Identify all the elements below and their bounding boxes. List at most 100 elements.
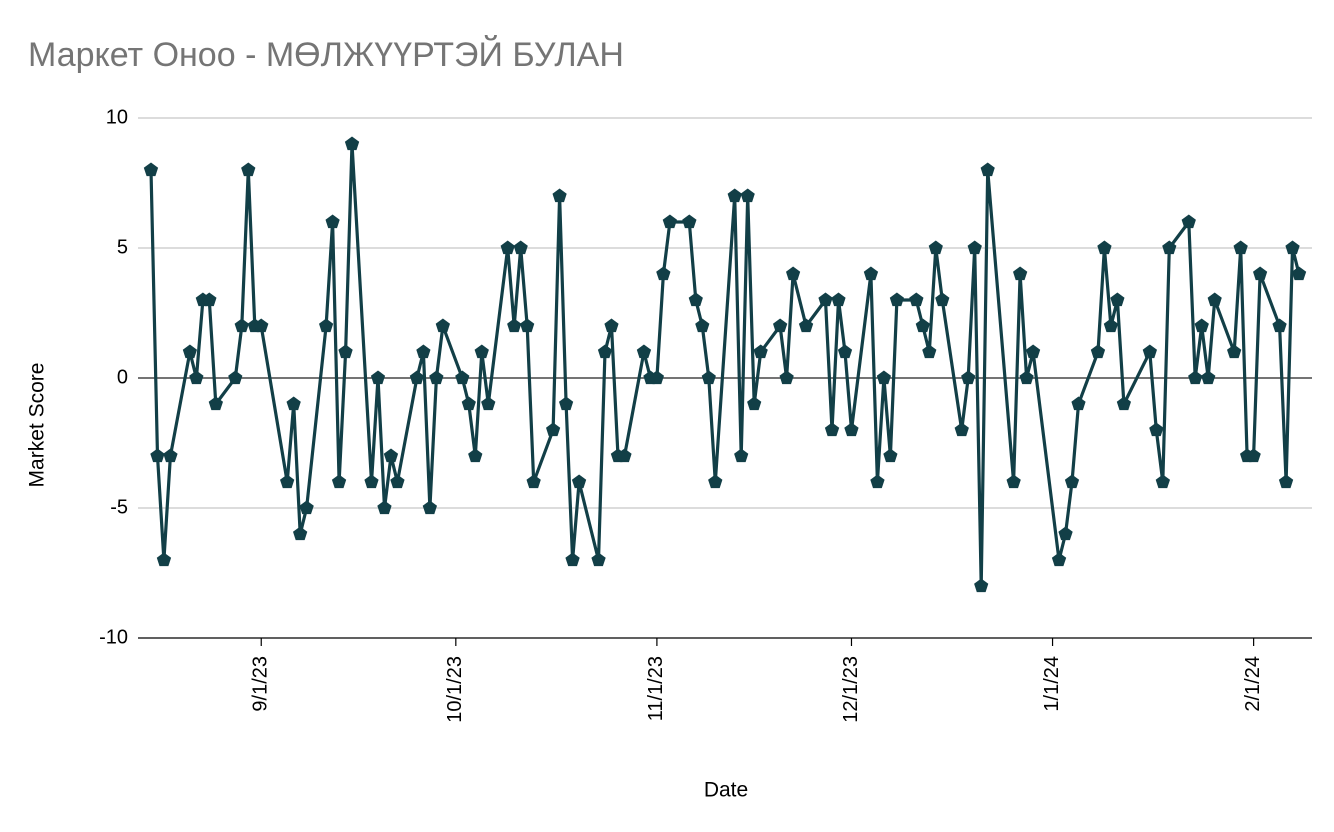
- point-marker: [468, 448, 483, 463]
- x-axis-label: Date: [704, 779, 748, 802]
- point-marker: [961, 370, 976, 385]
- point-marker: [435, 318, 450, 333]
- point-marker: [202, 292, 217, 307]
- point-marker: [331, 474, 347, 489]
- point-marker: [416, 344, 431, 359]
- y-tick-label: 0: [117, 366, 128, 388]
- point-marker: [876, 370, 891, 385]
- point-marker: [338, 344, 353, 359]
- point-marker: [344, 136, 360, 151]
- point-marker: [1285, 240, 1300, 255]
- point-marker: [682, 214, 697, 229]
- point-marker: [649, 370, 664, 385]
- point-marker: [1246, 448, 1261, 463]
- point-marker: [507, 318, 522, 333]
- point-marker: [182, 344, 197, 359]
- point-marker: [377, 500, 392, 515]
- x-tick-label: 1/1/24: [1041, 656, 1063, 712]
- point-marker: [636, 344, 652, 359]
- point-marker: [526, 474, 541, 489]
- x-tick-label: 11/1/23: [645, 656, 667, 721]
- point-marker: [429, 370, 444, 385]
- point-marker: [980, 162, 995, 177]
- point-marker: [150, 448, 165, 463]
- point-marker: [695, 318, 710, 333]
- point-marker: [701, 370, 716, 385]
- point-marker: [922, 344, 937, 359]
- point-marker: [1090, 344, 1106, 359]
- point-marker: [241, 162, 256, 177]
- point-marker: [1291, 266, 1307, 281]
- series-line: [149, 142, 1301, 588]
- point-marker: [254, 318, 269, 333]
- point-marker: [818, 292, 833, 307]
- point-marker: [1058, 526, 1073, 541]
- point-marker: [734, 448, 749, 463]
- point-marker: [1149, 422, 1164, 437]
- point-marker: [863, 266, 879, 281]
- point-marker: [617, 448, 632, 463]
- point-marker: [364, 474, 379, 489]
- point-marker: [299, 500, 314, 515]
- point-marker: [915, 318, 930, 333]
- point-marker: [1155, 474, 1170, 489]
- point-marker: [370, 370, 386, 385]
- point-marker: [798, 318, 814, 333]
- point-marker: [1013, 266, 1028, 281]
- point-marker: [1162, 240, 1177, 255]
- point-marker: [455, 370, 470, 385]
- point-marker: [1064, 474, 1080, 489]
- point-marker: [727, 188, 742, 203]
- y-tick-label: 10: [106, 106, 128, 128]
- point-marker: [513, 240, 528, 255]
- x-tick-label: 10/1/23: [444, 656, 466, 723]
- point-marker: [208, 396, 223, 411]
- point-marker: [1227, 344, 1242, 359]
- point-marker: [747, 396, 762, 411]
- point-marker: [779, 370, 794, 385]
- point-marker: [889, 292, 904, 307]
- point-marker: [1026, 344, 1041, 359]
- y-tick-label: -5: [110, 496, 128, 518]
- point-marker: [928, 240, 943, 255]
- point-marker: [1201, 370, 1216, 385]
- point-marker: [286, 396, 301, 411]
- point-marker: [383, 448, 399, 463]
- point-marker: [390, 474, 405, 489]
- point-marker: [1272, 318, 1287, 333]
- point-marker: [481, 396, 496, 411]
- point-marker: [1103, 318, 1119, 333]
- point-marker: [1278, 474, 1294, 489]
- point-marker: [954, 422, 969, 437]
- point-marker: [909, 292, 924, 307]
- point-marker: [189, 370, 204, 385]
- point-marker: [546, 422, 561, 437]
- point-marker: [571, 474, 587, 489]
- point-marker: [1051, 552, 1067, 567]
- point-marker: [974, 578, 989, 593]
- y-tick-label: -10: [99, 626, 128, 648]
- point-marker: [280, 474, 295, 489]
- point-marker: [1071, 396, 1086, 411]
- point-marker: [143, 162, 159, 177]
- point-marker: [1194, 318, 1209, 333]
- point-marker: [656, 266, 671, 281]
- point-marker: [1019, 370, 1034, 385]
- point-marker: [773, 318, 788, 333]
- point-marker: [1116, 396, 1131, 411]
- point-marker: [740, 188, 755, 203]
- chart-title: Маркет Оноо - МӨЛЖҮҮРТЭЙ БУЛАН: [28, 36, 624, 74]
- x-tick-label: 12/1/23: [840, 656, 862, 723]
- point-marker: [883, 448, 898, 463]
- point-marker: [1253, 266, 1268, 281]
- point-marker: [870, 474, 885, 489]
- point-marker: [325, 214, 340, 229]
- point-marker: [500, 240, 515, 255]
- point-marker: [520, 318, 535, 333]
- point-marker: [1181, 214, 1196, 229]
- point-marker: [604, 318, 619, 333]
- point-marker: [688, 292, 703, 307]
- point-marker: [319, 318, 334, 333]
